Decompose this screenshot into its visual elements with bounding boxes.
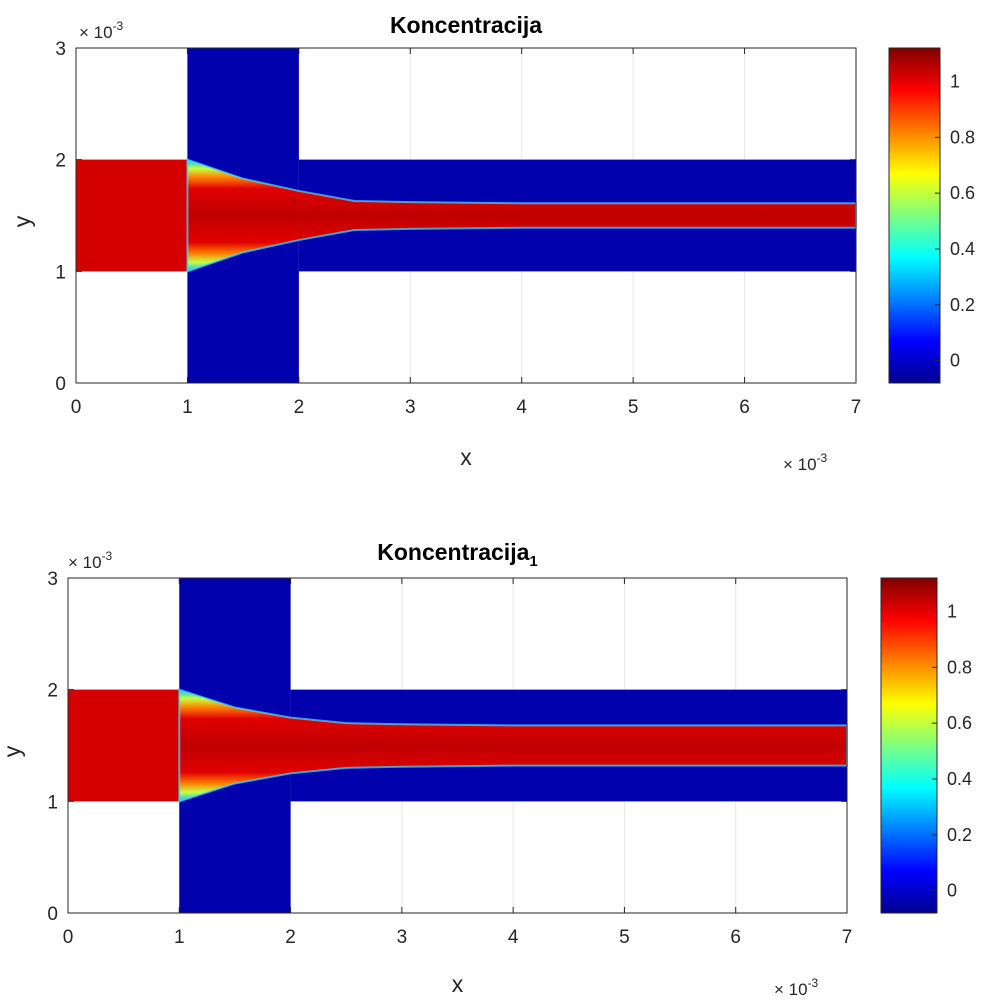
plot-2-ytick-label: 2 (47, 681, 58, 702)
plot-1-xtick-label: 7 (851, 397, 862, 418)
plot-1-y-multiplier: × 10-3 (79, 19, 124, 42)
plot-1-colorbar (889, 48, 940, 383)
plot-2-ytick-label: 3 (47, 569, 58, 590)
plot-1-colorbar-tick-label: 1 (950, 72, 960, 92)
plot-1-xtick-label: 4 (516, 397, 527, 418)
plot-2-xtick-label: 1 (174, 927, 185, 948)
plot-1-colorbar-tick-label: 0.4 (950, 239, 975, 259)
plot-2-colorbar-frame (880, 577, 938, 914)
plot-1-x-multiplier-exp: -3 (817, 451, 828, 465)
plot-1-title-main: Koncentracija (390, 12, 542, 38)
plot-1-region-inlet (76, 159, 188, 272)
plot-1-title: Koncentracija (390, 12, 542, 38)
plot-2-x-multiplier: × 10-3 (774, 976, 819, 999)
plot-1-xticks: 0 1 2 3 4 5 6 7 (71, 48, 862, 418)
plot-2-ytick-label: 1 (47, 792, 58, 813)
plot-2-ylabel: y (0, 745, 25, 757)
plot-2-colorbar-tick-label: 0.4 (947, 769, 972, 789)
plot-1-colorbar-tick-label: 0.6 (950, 183, 975, 203)
plot-2-title-main: Koncentracija (377, 539, 529, 565)
plot-2-xtick-label: 0 (63, 927, 74, 948)
plot-2-xtick-label: 2 (285, 927, 296, 948)
plot-2-yticks: 0 1 2 3 (47, 569, 847, 925)
plot-1-colorbar-tick-label: 0.8 (950, 127, 975, 147)
plot-1-x-multiplier: × 10-3 (783, 451, 828, 474)
plot-1-xtick-label: 6 (739, 397, 750, 418)
plot-2-colorbar (881, 578, 937, 913)
plot-1-xlabel: x (460, 444, 472, 470)
plot-1-x-multiplier-base: × 10 (783, 455, 817, 474)
plot-2-colorbar-tick-label: 0.2 (947, 825, 972, 845)
plot-1-colorbar-tick-label: 0.2 (950, 295, 975, 315)
plot-1-xtick-label: 1 (182, 397, 193, 418)
plot-2-axes-frame (67, 577, 848, 914)
plot-1-colorbar-frame (888, 47, 941, 384)
plot-1-xtick-label: 0 (71, 397, 82, 418)
plot-2-region-inlet (68, 689, 180, 802)
plot-1-ytick-label: 0 (55, 374, 66, 395)
plot-1-yticks: 0 1 2 3 (55, 39, 856, 395)
plot-1-ytick-label: 2 (55, 151, 66, 172)
plot-1-axes-frame (75, 47, 857, 384)
plot-2-colorbar-ticks: 0 0.2 0.4 0.6 0.8 1 (932, 602, 972, 901)
plot-1-ylabel: y (9, 215, 35, 227)
plot-1-colorbar-tick-label: 0 (950, 351, 960, 371)
plot-2-title: Koncentracija1 (377, 539, 537, 570)
plot-2-y-multiplier-base: × 10 (68, 553, 102, 572)
plot-1-xtick-label: 2 (294, 397, 305, 418)
plot-2-xtick-label: 5 (619, 927, 630, 948)
plot-2-title-subscript: 1 (529, 553, 537, 570)
plot-1-ytick-label: 3 (55, 39, 66, 60)
plot-1-colorbar-ticks: 0 0.2 0.4 0.6 0.8 1 (935, 72, 975, 371)
plot-2-colorbar-tick-label: 0.6 (947, 713, 972, 733)
plot-2-colorbar-tick-label: 1 (947, 602, 957, 622)
plot-2-y-multiplier: × 10-3 (68, 549, 113, 572)
plot-2-colorbar-tick-label: 0.8 (947, 657, 972, 677)
plot-1-xtick-label: 5 (628, 397, 639, 418)
plot-2-ytick-label: 0 (47, 904, 58, 925)
plot-2-x-multiplier-exp: -3 (808, 976, 819, 990)
plot-2-x-multiplier-base: × 10 (774, 980, 808, 999)
plot-2-colorbar-tick-label: 0 (947, 881, 957, 901)
plot-2-xtick-label: 7 (842, 927, 853, 948)
plot-2-y-multiplier-exp: -3 (102, 549, 113, 563)
plot-2-xtick-label: 4 (508, 927, 519, 948)
plot-1-ytick-label: 1 (55, 262, 66, 283)
plot-1-y-multiplier-base: × 10 (79, 23, 113, 42)
plot-2-xtick-label: 6 (730, 927, 741, 948)
plot-2-xtick-label: 3 (397, 927, 408, 948)
plot-2-xticks: 0 1 2 3 4 5 6 7 (63, 578, 853, 948)
plot-1-y-multiplier-exp: -3 (113, 19, 124, 33)
plot-1-xtick-label: 3 (405, 397, 416, 418)
plot-2-xlabel: x (452, 971, 464, 997)
